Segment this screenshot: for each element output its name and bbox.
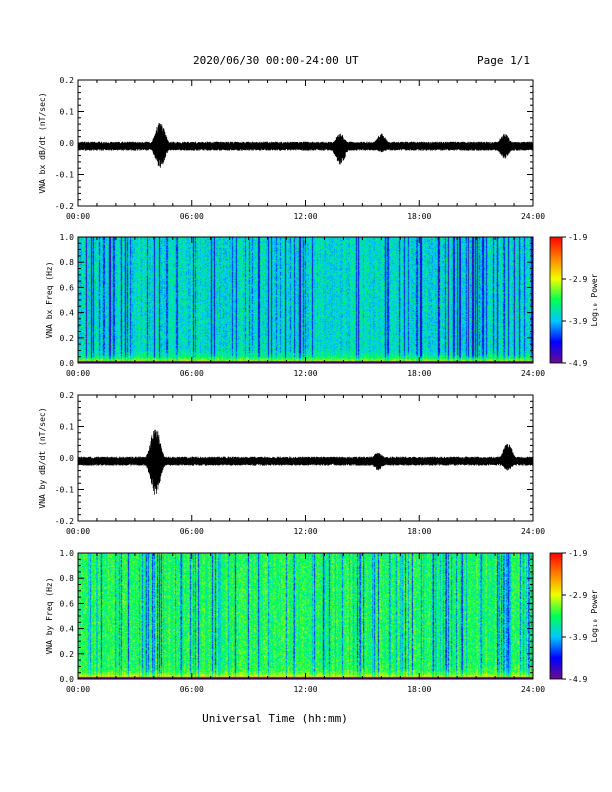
y-tick-label: 1.0 — [60, 549, 75, 558]
by-colorbar: -1.9 -2.9 -3.9 -4.9 Log₁₀ Power — [549, 549, 599, 684]
y-tick-label: 0.0 — [60, 359, 75, 368]
dbdt-trace — [77, 429, 534, 495]
by-dbdt-ylabel: VNA by dB/dt (nT/sec) — [38, 407, 47, 508]
by-dbdt-tick-labels: 00:00 06:00 12:00 18:00 24:00 0.2 0.1 0.0 -0.1 -0… — [55, 391, 545, 536]
by-spectrogram-panel: 00:00 06:00 12:00 18:00 24:00 1.0 0.8 0.6 0.4 0.2… — [45, 549, 599, 694]
x-tick-label: 18:00 — [407, 369, 431, 378]
bx-dbdt-plot-area — [77, 123, 534, 168]
bx-dbdt-ylabel: VNA bx dB/dt (nT/sec) — [38, 92, 47, 193]
by-colorbar-ticks: -1.9 -2.9 -3.9 -4.9 — [562, 549, 587, 684]
bx-dbdt-panel: 00:00 06:00 12:00 18:00 24:00 0.2 0.1 0.0 -0.1 -0… — [38, 76, 545, 221]
x-tick-label: 00:00 — [66, 527, 90, 536]
x-tick-label: 00:00 — [66, 212, 90, 221]
colorbar-tick-label: -1.9 — [568, 233, 587, 242]
x-tick-label: 06:00 — [180, 369, 204, 378]
y-tick-label: 0.4 — [60, 625, 75, 634]
colorbar-tick-label: -4.9 — [568, 675, 587, 684]
y-tick-label: 0.2 — [60, 650, 75, 659]
x-tick-label: 06:00 — [180, 212, 204, 221]
y-tick-label: 0.8 — [60, 574, 75, 583]
by-dbdt-panel: 00:00 06:00 12:00 18:00 24:00 0.2 0.1 0.0 -0.1 -0… — [38, 391, 545, 536]
y-tick-label: 0.6 — [60, 599, 75, 608]
x-tick-label: 24:00 — [521, 685, 545, 694]
y-tick-label: 0.2 — [60, 391, 75, 400]
bx-spectrogram-panel: 00:00 06:00 12:00 18:00 24:00 1.0 0.8 0.6 0.4 0.2… — [45, 233, 599, 378]
y-tick-label: -0.2 — [55, 517, 74, 526]
y-tick-label: 0.2 — [60, 76, 75, 85]
bx-spectrogram-image — [78, 237, 533, 363]
colorbar-tick-label: -4.9 — [568, 359, 587, 368]
colorbar-tick-label: -3.9 — [568, 317, 587, 326]
y-tick-label: -0.1 — [55, 486, 74, 495]
bx-colorbar-label: Log₁₀ Power — [590, 273, 599, 326]
y-tick-label: -0.1 — [55, 171, 74, 180]
x-tick-label: 18:00 — [407, 685, 431, 694]
y-tick-label: 0.1 — [60, 108, 75, 117]
bx-colorbar-bar — [549, 236, 563, 364]
x-tick-label: 24:00 — [521, 369, 545, 378]
x-tick-label: 24:00 — [521, 527, 545, 536]
x-tick-label: 00:00 — [66, 369, 90, 378]
colorbar-tick-label: -2.9 — [568, 591, 587, 600]
y-tick-label: 0.0 — [60, 675, 75, 684]
x-tick-label: 12:00 — [293, 527, 317, 536]
by-spectrogram-image — [78, 553, 533, 679]
bx-spectrogram-tick-labels: 00:00 06:00 12:00 18:00 24:00 1.0 0.8 0.6 0.4 0.2… — [60, 233, 546, 378]
bx-colorbar: -1.9 -2.9 -3.9 -4.9 Log₁₀ Power — [549, 233, 599, 368]
by-colorbar-bar — [549, 552, 563, 680]
colorbar-tick-label: -3.9 — [568, 633, 587, 642]
bx-spectrogram-ylabel: VNA bx Freq (Hz) — [45, 261, 54, 338]
x-tick-label: 12:00 — [293, 369, 317, 378]
bx-colorbar-ticks: -1.9 -2.9 -3.9 -4.9 — [562, 233, 587, 368]
colorbar-tick-label: -1.9 — [568, 549, 587, 558]
y-tick-label: 0.0 — [60, 139, 75, 148]
by-spectrogram-ticks — [77, 552, 534, 680]
by-dbdt-ticks — [77, 394, 534, 522]
y-tick-label: 0.4 — [60, 309, 75, 318]
y-tick-label: 0.0 — [60, 454, 75, 463]
figure-title: 2020/06/30 00:00-24:00 UT — [193, 54, 359, 67]
x-tick-label: 00:00 — [66, 685, 90, 694]
y-tick-label: 0.2 — [60, 334, 75, 343]
x-tick-label: 24:00 — [521, 212, 545, 221]
page-indicator: Page 1/1 — [477, 54, 530, 67]
by-colorbar-label: Log₁₀ Power — [590, 589, 599, 642]
colorbar-tick-label: -2.9 — [568, 275, 587, 284]
x-tick-label: 12:00 — [293, 212, 317, 221]
dbdt-trace — [77, 123, 534, 168]
y-tick-label: -0.2 — [55, 202, 74, 211]
bx-spectrogram-ticks — [77, 236, 534, 364]
x-tick-label: 18:00 — [407, 527, 431, 536]
y-tick-label: 1.0 — [60, 233, 75, 242]
bx-dbdt-tick-labels: 00:00 06:00 12:00 18:00 24:00 0.2 0.1 0.0 -0.1 -0… — [55, 76, 545, 221]
x-tick-label: 18:00 — [407, 212, 431, 221]
by-spectrogram-ylabel: VNA by Freq (Hz) — [45, 577, 54, 654]
x-tick-label: 06:00 — [180, 527, 204, 536]
bx-dbdt-ticks — [77, 79, 534, 207]
by-dbdt-plot-area — [77, 429, 534, 495]
y-tick-label: 0.6 — [60, 283, 75, 292]
x-axis-label: Universal Time (hh:mm) — [202, 712, 348, 725]
by-spectrogram-tick-labels: 00:00 06:00 12:00 18:00 24:00 1.0 0.8 0.6 0.4 0.2… — [60, 549, 546, 694]
y-tick-label: 0.8 — [60, 258, 75, 267]
y-tick-label: 0.1 — [60, 423, 75, 432]
x-tick-label: 06:00 — [180, 685, 204, 694]
x-tick-label: 12:00 — [293, 685, 317, 694]
